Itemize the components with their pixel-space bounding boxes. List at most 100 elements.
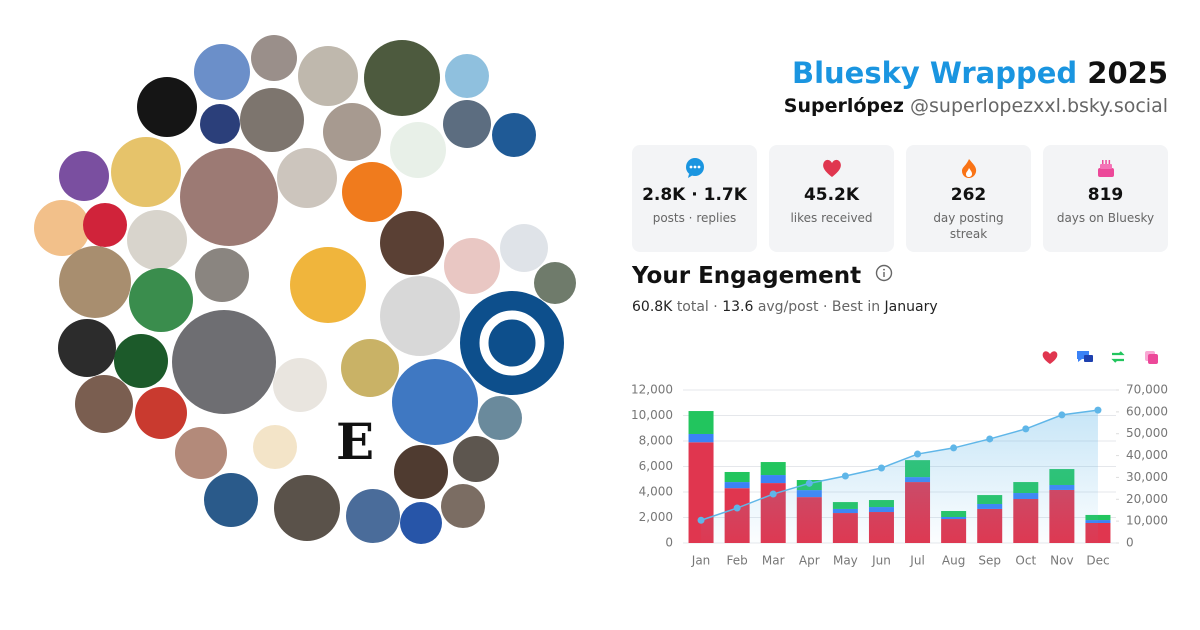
avatar[interactable] bbox=[534, 262, 576, 304]
avatar[interactable] bbox=[114, 334, 168, 388]
avatar[interactable] bbox=[364, 40, 440, 116]
avatar[interactable] bbox=[58, 319, 116, 377]
avatar[interactable] bbox=[478, 396, 522, 440]
bar-segment bbox=[688, 433, 714, 443]
avatar[interactable] bbox=[323, 103, 381, 161]
avatar[interactable] bbox=[341, 339, 399, 397]
avatar[interactable] bbox=[380, 276, 460, 356]
avatar[interactable] bbox=[195, 248, 249, 302]
line-point bbox=[841, 472, 849, 480]
avatar[interactable] bbox=[329, 417, 381, 469]
x-tick-label: Jul bbox=[909, 554, 924, 568]
year: 2025 bbox=[1087, 56, 1168, 90]
stat-value: 2.8K · 1.7K bbox=[642, 185, 747, 205]
line-point bbox=[1094, 406, 1102, 414]
info-icon[interactable] bbox=[875, 264, 893, 282]
avatar[interactable] bbox=[392, 359, 478, 445]
avatar[interactable] bbox=[194, 44, 250, 100]
y2-tick-label: 10,000 bbox=[1126, 514, 1168, 528]
line-point bbox=[950, 444, 958, 452]
avatar[interactable] bbox=[445, 54, 489, 98]
avatar[interactable] bbox=[180, 148, 278, 246]
icon bbox=[822, 159, 841, 177]
avatar[interactable] bbox=[277, 148, 337, 208]
avatar[interactable] bbox=[346, 489, 400, 543]
line-point bbox=[1058, 411, 1066, 419]
avatar[interactable] bbox=[253, 425, 297, 469]
avatar[interactable] bbox=[240, 88, 304, 152]
line-point bbox=[805, 479, 813, 487]
avatar[interactable] bbox=[460, 291, 564, 395]
bar-segment bbox=[724, 471, 750, 483]
avatar[interactable] bbox=[298, 46, 358, 106]
x-tick-label: Apr bbox=[799, 554, 820, 568]
avatar[interactable] bbox=[175, 427, 227, 479]
legend-icon[interactable] bbox=[1042, 351, 1058, 364]
total-label: total · bbox=[676, 299, 718, 315]
avatar[interactable] bbox=[492, 113, 536, 157]
avatar[interactable] bbox=[342, 162, 402, 222]
avatar[interactable] bbox=[111, 137, 181, 207]
stat-card: 819 days on Bluesky bbox=[1043, 145, 1168, 252]
avatar[interactable] bbox=[273, 358, 327, 412]
avatar[interactable] bbox=[274, 475, 340, 541]
x-tick-label: Aug bbox=[942, 554, 965, 568]
stat-card: 2.8K · 1.7K posts · replies bbox=[632, 145, 757, 252]
handle: @superlopezxxl.bsky.social bbox=[910, 95, 1168, 117]
y2-tick-label: 40,000 bbox=[1126, 448, 1168, 462]
stat-label: posts · replies bbox=[652, 211, 737, 225]
title: Bluesky Wrapped 2025 bbox=[792, 56, 1168, 90]
avatar[interactable] bbox=[251, 35, 297, 81]
section-title: Your Engagement bbox=[632, 263, 893, 289]
avatar[interactable] bbox=[380, 211, 444, 275]
legend-icon[interactable] bbox=[1111, 351, 1125, 363]
avatar-letter: E bbox=[336, 412, 374, 471]
engagement-summary: 60.8K total · 13.6 avg/post · Best in Ja… bbox=[632, 299, 938, 315]
avg-label: avg/post · Best in bbox=[757, 299, 881, 315]
avatar[interactable] bbox=[444, 238, 500, 294]
avatar[interactable] bbox=[137, 77, 197, 137]
avatar[interactable] bbox=[443, 100, 491, 148]
avatar[interactable] bbox=[394, 445, 448, 499]
avatar[interactable] bbox=[290, 247, 366, 323]
avatar[interactable] bbox=[441, 484, 485, 528]
avatar[interactable] bbox=[135, 387, 187, 439]
avatar[interactable] bbox=[204, 473, 258, 527]
line-point bbox=[733, 504, 741, 512]
avatar[interactable] bbox=[500, 224, 548, 272]
icon bbox=[685, 158, 704, 178]
y-tick-label: 10,000 bbox=[631, 408, 673, 422]
avatar[interactable] bbox=[172, 310, 276, 414]
x-tick-label: Sep bbox=[978, 554, 1001, 568]
x-tick-label: Mar bbox=[762, 554, 785, 568]
line bbox=[700, 409, 1099, 521]
avatar[interactable] bbox=[453, 436, 499, 482]
avatar[interactable] bbox=[129, 268, 193, 332]
avatar[interactable] bbox=[75, 375, 133, 433]
y2-tick-label: 60,000 bbox=[1126, 404, 1168, 418]
avatar[interactable] bbox=[83, 203, 127, 247]
x-tick-label: Nov bbox=[1050, 554, 1073, 568]
avatar[interactable] bbox=[59, 246, 131, 318]
avatar[interactable] bbox=[400, 502, 442, 544]
y2-tick-label: 70,000 bbox=[1126, 383, 1168, 397]
x-tick-label: Oct bbox=[1015, 554, 1036, 568]
avatar[interactable] bbox=[34, 200, 90, 256]
bar-segment bbox=[760, 462, 786, 476]
bar-segment bbox=[1085, 520, 1111, 523]
stat-value: 262 bbox=[950, 185, 987, 205]
legend-icon[interactable] bbox=[1077, 351, 1089, 362]
avatar[interactable] bbox=[200, 104, 240, 144]
x-tick-label: Feb bbox=[727, 554, 748, 568]
y-tick-label: 12,000 bbox=[631, 383, 673, 397]
x-tick-label: Dec bbox=[1086, 554, 1109, 568]
stat-label: days on Bluesky bbox=[1056, 211, 1155, 225]
y-tick-label: 6,000 bbox=[639, 459, 673, 473]
avatar[interactable] bbox=[390, 122, 446, 178]
avatar[interactable] bbox=[127, 210, 187, 270]
y-tick-label: 0 bbox=[665, 536, 673, 550]
avatar[interactable] bbox=[59, 151, 109, 201]
avatar-cloud: E bbox=[34, 35, 576, 544]
stat-value: 819 bbox=[1087, 185, 1124, 205]
icon bbox=[1097, 160, 1114, 177]
